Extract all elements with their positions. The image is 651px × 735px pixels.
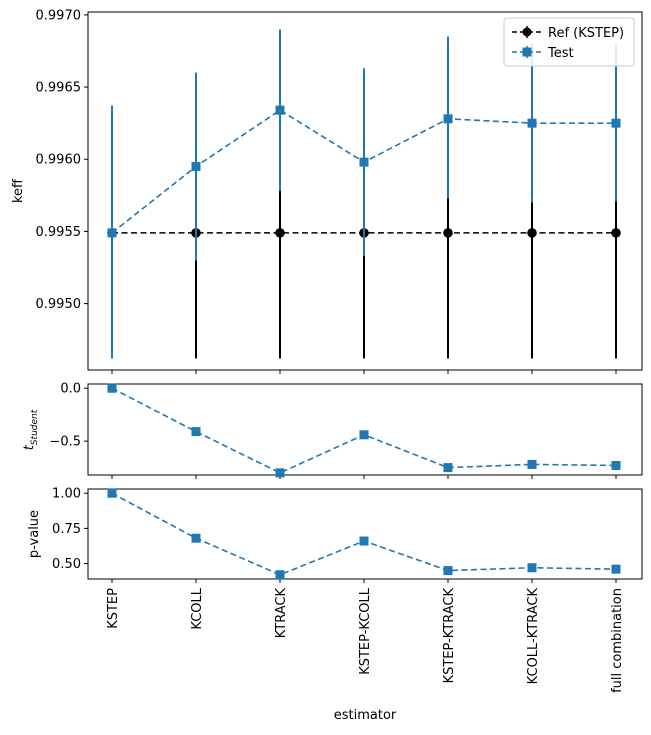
legend-test-marker — [522, 47, 532, 57]
x-axis-label: estimator — [334, 708, 397, 723]
x-category-label: KSTEP-KTRACK — [442, 588, 457, 684]
x-category-label: KCOLL-KTRACK — [526, 588, 541, 685]
pvalue-series-0-point — [191, 533, 201, 543]
pvalue-ytick-label: 0.75 — [52, 522, 81, 537]
pvalue-series-0-point — [611, 564, 621, 574]
pvalue-ytick-label: 0.50 — [52, 557, 81, 572]
tstudent-series-0-point — [107, 383, 117, 393]
tstudent-y-ticks: 0.0 −0.5 — [49, 382, 88, 450]
keff-y-ticks: 0.9950 0.9955 0.9960 0.9965 0.9970 — [36, 8, 88, 312]
keff-test-point — [359, 157, 369, 167]
legend: Ref (KSTEP) Test — [503, 17, 635, 67]
keff-ref-kstep-point — [611, 228, 621, 238]
keff-ref-kstep-point — [275, 228, 285, 238]
keff-ytick-label: 0.9950 — [36, 297, 82, 312]
pvalue-ylabel: p-value — [27, 510, 42, 558]
legend-box — [503, 17, 635, 67]
tstudent-series-0-point — [527, 459, 537, 469]
pvalue-x-ticks — [111, 579, 617, 583]
tstudent-series-0-point — [275, 468, 285, 478]
keff-series — [107, 29, 621, 359]
x-category-label: KSTEP — [106, 588, 121, 629]
keff-panel: 0.9950 0.9955 0.9960 0.9965 0.9970 keff Ref … — [11, 8, 643, 374]
tstudent-series-0-point — [611, 460, 621, 470]
keff-ytick-label: 0.9955 — [36, 225, 82, 240]
x-category-label: KCOLL — [190, 587, 205, 629]
keff-test-point — [611, 118, 621, 128]
legend-ref-marker — [522, 27, 532, 37]
keff-ylabel: keff — [11, 178, 26, 203]
x-category-labels: KSTEP KCOLL KTRACK KSTEP-KCOLL KSTEP-KTRACK K… — [106, 587, 625, 693]
keff-x-ticks — [111, 370, 617, 374]
legend-entry-ref: Ref (KSTEP) — [512, 26, 624, 41]
keff-test-point — [275, 105, 285, 115]
keff-ref-kstep-point — [443, 228, 453, 238]
pvalue-series-0-point — [275, 570, 285, 580]
x-category-label: KTRACK — [274, 588, 289, 639]
pvalue-series-0-point — [527, 563, 537, 573]
pvalue-axes-frame — [87, 488, 643, 580]
x-category-label: full combination — [610, 588, 625, 693]
legend-entry-test: Test — [512, 46, 574, 61]
x-category-label: KSTEP-KCOLL — [358, 587, 373, 675]
tstudent-series — [107, 383, 621, 478]
legend-test-label: Test — [547, 46, 574, 61]
keff-test-point — [527, 118, 537, 128]
keff-test-point — [443, 114, 453, 124]
keff-axes-frame — [87, 11, 643, 371]
pvalue-series-0-point — [359, 536, 369, 546]
tstudent-series-0-point — [443, 463, 453, 473]
tstudent-ylabel: tStudent — [22, 409, 40, 450]
tstudent-ytick-label: 0.0 — [60, 382, 81, 397]
pvalue-series-0-point — [443, 566, 453, 576]
keff-test-point — [107, 228, 117, 238]
pvalue-panel: 0.500.751.00 p-value KSTEP KCOLL KTRACK KST… — [27, 487, 643, 693]
pvalue-y-ticks: 0.50 0.75 1.00 — [52, 487, 88, 572]
pvalue-series — [107, 488, 621, 580]
tstudent-series-0-point — [359, 430, 369, 440]
pvalue-series-0-point — [107, 488, 117, 498]
keff-ytick-label: 0.9965 — [36, 81, 82, 96]
keff-ytick-label: 0.9960 — [36, 153, 82, 168]
keff-ytick-label: 0.9970 — [36, 8, 82, 23]
keff-ref-kstep-point — [527, 228, 537, 238]
tstudent-axes-frame — [87, 383, 643, 476]
pvalue-ytick-label: 1.00 — [52, 487, 81, 502]
tstudent-ytick-label: −0.5 — [49, 435, 81, 450]
tstudent-panel: 0.0 −0.5 tStudent — [22, 382, 643, 479]
legend-ref-label: Ref (KSTEP) — [548, 26, 624, 41]
tstudent-series-0-point — [191, 427, 201, 437]
keff-test-point — [191, 161, 201, 171]
